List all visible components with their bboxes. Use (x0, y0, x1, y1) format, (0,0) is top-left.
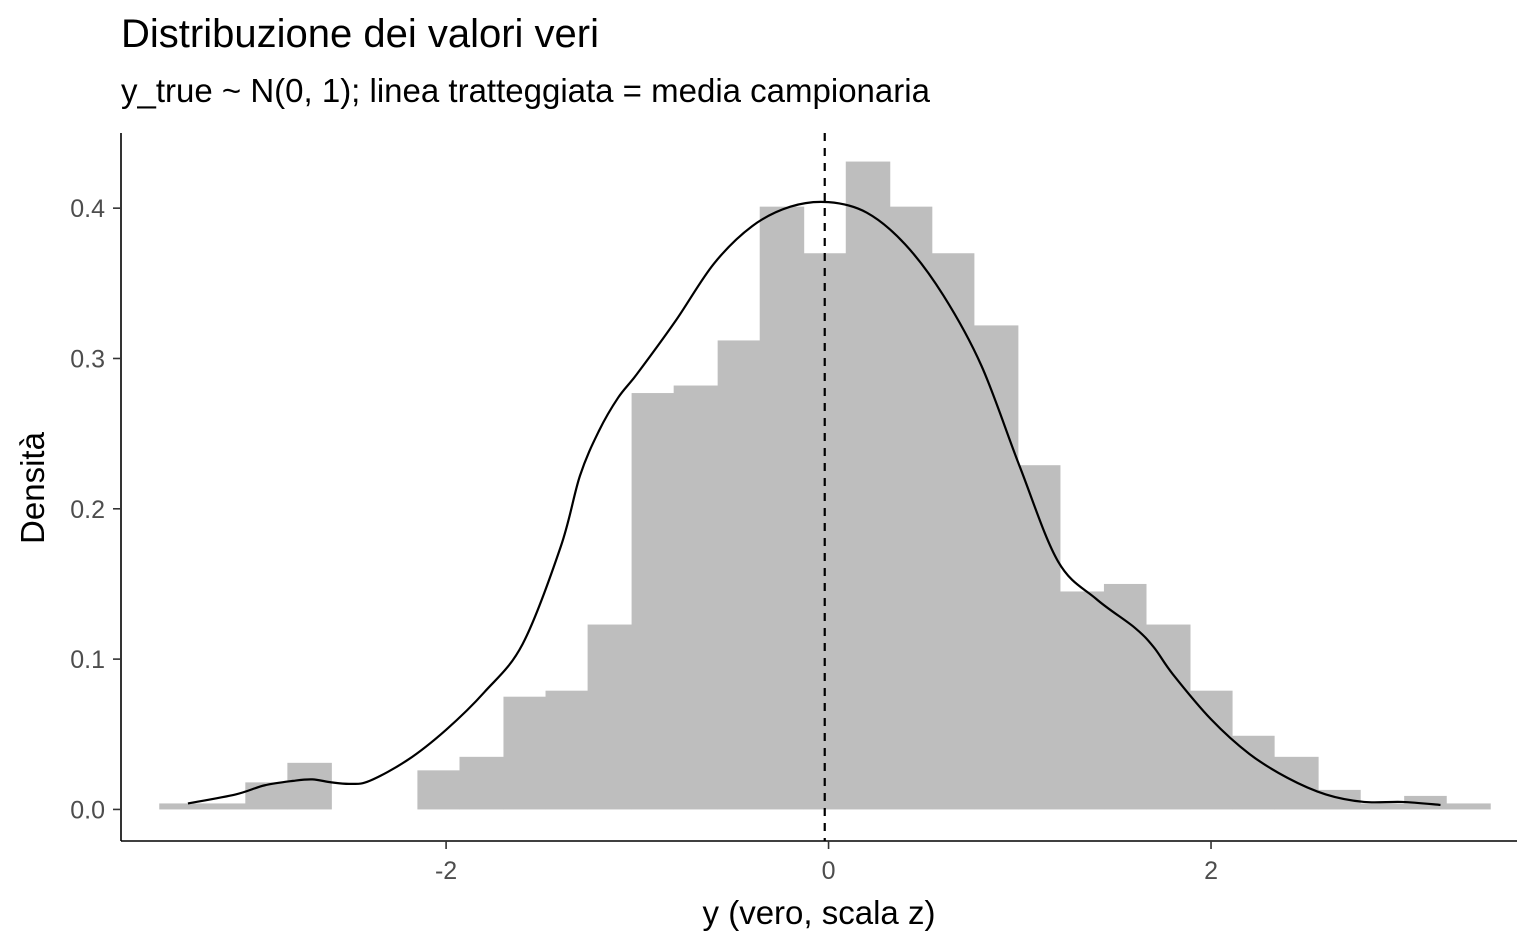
histogram-bar (759, 206, 805, 810)
y-tick-label: 0.3 (70, 345, 105, 373)
x-tick-label: 2 (1204, 857, 1218, 885)
histogram-bar (287, 762, 332, 810)
histogram-bar (1232, 735, 1275, 810)
y-tick-label: 0.2 (70, 496, 105, 524)
x-tick-label: -2 (435, 857, 457, 885)
histogram-bar (1059, 591, 1105, 810)
y-tick-label: 0.0 (70, 796, 105, 824)
histogram-bar (587, 624, 633, 810)
histogram-bar (1360, 803, 1405, 810)
histogram-bar (203, 803, 246, 810)
histogram-bar (1446, 803, 1491, 810)
histogram-bar (931, 253, 975, 810)
axes (120, 133, 1517, 842)
y-axis-title: Densità (14, 431, 51, 544)
y-tick-label: 0.4 (70, 195, 105, 223)
y-tick-label: 0.1 (70, 646, 105, 674)
histogram-bar (503, 696, 547, 810)
density-curve (187, 200, 1441, 807)
density-curve-layer (187, 200, 1441, 807)
histogram-bar (459, 756, 504, 810)
x-ticks: -2 0 2 (435, 841, 1218, 885)
histogram-bar (889, 206, 933, 810)
histogram-bar (159, 803, 204, 810)
histogram-bar (717, 340, 761, 810)
chart-title: Distribuzione dei valori veri (121, 12, 599, 56)
histogram-bar (1017, 465, 1061, 810)
histogram-bar (417, 770, 460, 810)
histogram-bar (973, 325, 1019, 810)
y-ticks: 0.0 0.1 0.2 0.3 0.4 (70, 195, 121, 824)
x-axis-title: y (vero, scala z) (703, 894, 936, 931)
histogram-bar (673, 385, 719, 810)
histogram-bar (803, 253, 847, 810)
chart-subtitle: y_true ~ N(0, 1); linea tratteggiata = m… (121, 72, 930, 109)
histogram-bar (245, 782, 288, 810)
histogram-bar (1146, 624, 1191, 810)
x-tick-label: 0 (822, 857, 836, 885)
histogram-bar (1189, 690, 1233, 810)
histogram-bar (545, 690, 589, 810)
histogram-bar (1103, 583, 1147, 810)
histogram-bar (845, 161, 891, 810)
histogram-bar (631, 393, 675, 810)
